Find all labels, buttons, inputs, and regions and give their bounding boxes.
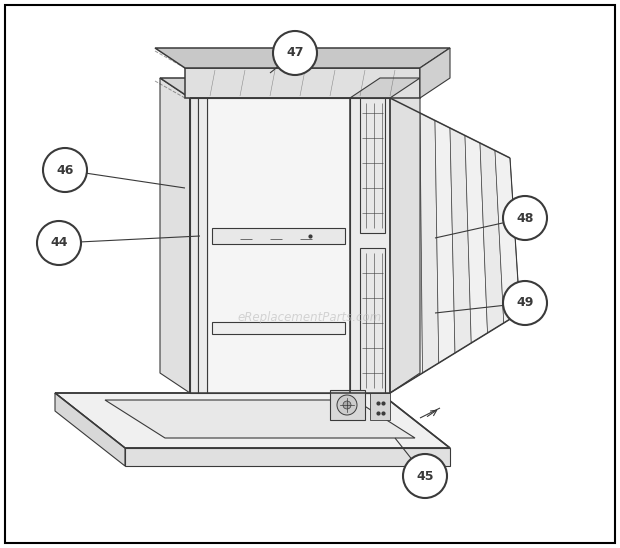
Text: eReplacementParts.com: eReplacementParts.com: [238, 311, 382, 324]
Text: 46: 46: [56, 163, 74, 176]
Polygon shape: [207, 98, 350, 393]
Circle shape: [37, 221, 81, 265]
Polygon shape: [420, 48, 450, 98]
Polygon shape: [390, 78, 420, 393]
Circle shape: [503, 281, 547, 325]
Polygon shape: [105, 400, 415, 438]
Circle shape: [343, 401, 351, 409]
Polygon shape: [160, 78, 380, 98]
Polygon shape: [185, 68, 420, 98]
Polygon shape: [190, 98, 198, 393]
Polygon shape: [495, 151, 520, 323]
Polygon shape: [55, 393, 450, 448]
Polygon shape: [465, 135, 487, 343]
Polygon shape: [330, 390, 365, 420]
Polygon shape: [212, 228, 345, 244]
Text: 48: 48: [516, 212, 534, 225]
Circle shape: [503, 196, 547, 240]
Polygon shape: [405, 106, 422, 383]
Polygon shape: [390, 98, 406, 393]
Polygon shape: [160, 78, 190, 393]
Text: 47: 47: [286, 47, 304, 60]
Polygon shape: [55, 393, 125, 466]
Polygon shape: [360, 248, 385, 393]
Polygon shape: [480, 143, 503, 333]
Circle shape: [403, 454, 447, 498]
Polygon shape: [360, 98, 385, 233]
Polygon shape: [420, 113, 439, 373]
Polygon shape: [155, 48, 450, 68]
Text: 49: 49: [516, 296, 534, 310]
Text: 44: 44: [50, 237, 68, 249]
Polygon shape: [350, 98, 390, 393]
Circle shape: [273, 31, 317, 75]
Polygon shape: [198, 98, 207, 393]
Circle shape: [337, 395, 357, 415]
Polygon shape: [125, 448, 450, 466]
Text: 45: 45: [416, 470, 434, 482]
Polygon shape: [450, 128, 471, 353]
Polygon shape: [212, 322, 345, 334]
Circle shape: [43, 148, 87, 192]
Polygon shape: [435, 121, 455, 363]
Polygon shape: [370, 393, 390, 420]
Polygon shape: [350, 78, 420, 98]
